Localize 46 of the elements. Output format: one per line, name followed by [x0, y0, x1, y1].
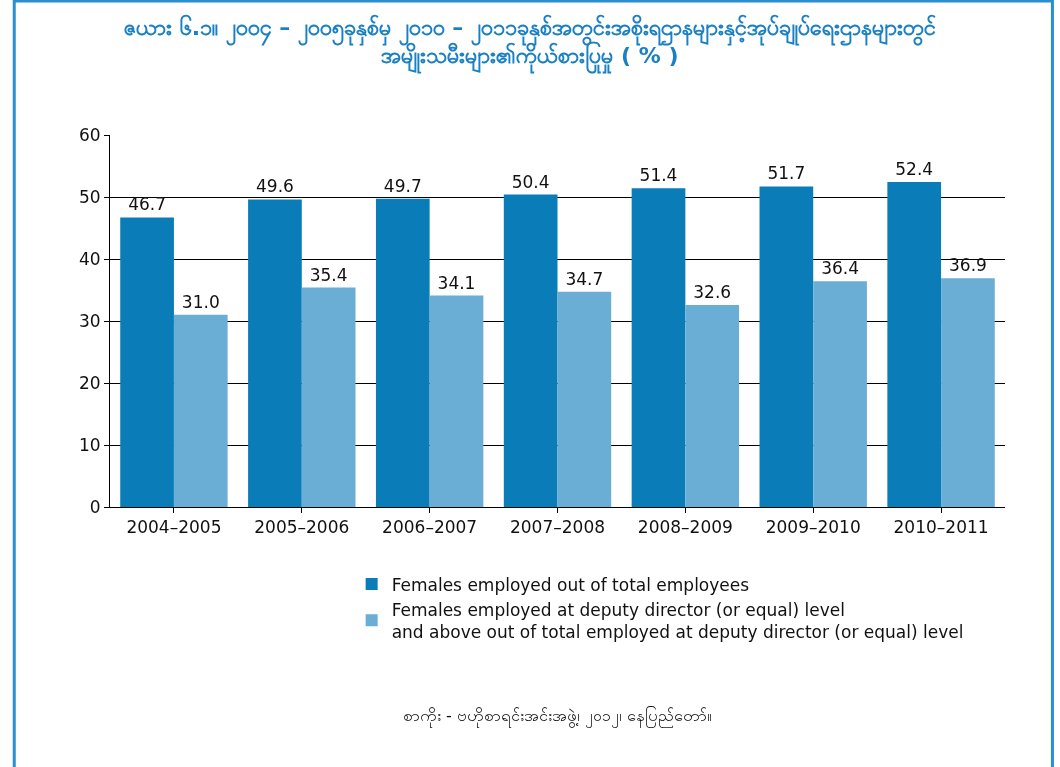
- bar: [685, 304, 740, 507]
- bar: [301, 287, 356, 507]
- data-label: 34.7: [565, 268, 604, 289]
- x-tick-label: 2005–2006: [254, 517, 350, 538]
- y-tick-label: 50: [78, 186, 101, 207]
- data-label: 46.7: [128, 194, 167, 215]
- y-tick-label: 10: [78, 434, 101, 455]
- bar: [173, 314, 228, 507]
- x-tick-label: 2009–2010: [765, 517, 861, 538]
- x-tick-label: 2004–2005: [126, 517, 222, 538]
- y-tick-label: 30: [78, 310, 101, 331]
- bar: [887, 182, 942, 507]
- bar: [248, 199, 302, 507]
- data-label: 49.6: [256, 176, 294, 197]
- data-label: 32.6: [693, 281, 732, 302]
- data-label: 49.7: [383, 175, 422, 196]
- bar: [631, 188, 686, 507]
- legend-label: Females employed at deputy director (or equal) level and above out of total employed at deputy director (or equal) level: [391, 599, 964, 642]
- data-label: 36.4: [821, 258, 859, 279]
- data-label: 35.4: [309, 264, 348, 285]
- bar: [941, 278, 995, 507]
- x-tick-label: 2006–2007: [382, 517, 478, 538]
- y-tick-label: 0: [89, 496, 101, 517]
- bar: [759, 186, 814, 507]
- legend-label: Females employed out of total employees: [391, 574, 750, 595]
- y-tick-label: 40: [78, 248, 101, 269]
- data-label: 51.4: [639, 165, 678, 186]
- y-tick-label: 20: [78, 372, 101, 393]
- data-label: 50.4: [511, 171, 550, 192]
- x-tick-label: 2010–2011: [893, 517, 989, 538]
- data-label: 51.7: [767, 163, 806, 184]
- y-tick-label: 60: [78, 124, 101, 145]
- bar: [429, 295, 484, 507]
- data-label: 36.9: [948, 255, 987, 276]
- bar: [557, 291, 612, 507]
- bar: [120, 217, 174, 507]
- data-label: 52.4: [895, 159, 934, 180]
- x-tick-label: 2007–2008: [509, 517, 606, 538]
- bar: [375, 198, 430, 507]
- x-tick-label: 2008–2009: [637, 517, 733, 538]
- chart-title: ဇယား ၆.၁။ ၂၀၀၄ – ၂၀၀၅ခုနှစ်မှ ၂၀၁၀ – ၂၀၁၁ခုနှစ်အတွင်းအစိုးရဌာနများနှင့်အုပ်ချုပ်ရေးဌာနများတွင် အမျိုးသမီးများ၏ကိုယ်စားပြုမှု ( % ): [124, 13, 936, 75]
- data-label: 34.1: [437, 272, 476, 293]
- bar: [503, 194, 558, 507]
- data-label: 31.0: [181, 291, 220, 312]
- text: စာကိုး - ဗဟိုစာရင်းအင်းအဖွဲ့၊ ၂၀၁၂၊ နေပြည်တော်။: [403, 706, 713, 728]
- bar: [813, 281, 867, 507]
